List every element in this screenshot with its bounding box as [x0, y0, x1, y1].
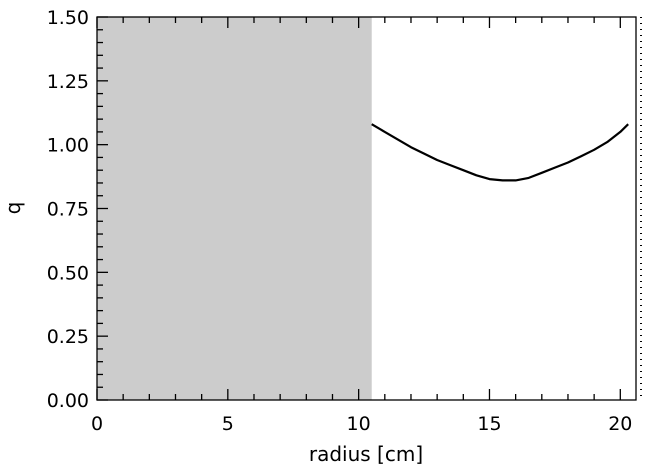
y-tick-label: 1.25 — [47, 71, 89, 93]
x-tick-label: 15 — [477, 413, 501, 435]
y-tick-label: 0.00 — [47, 390, 89, 412]
x-axis-title: radius [cm] — [309, 442, 423, 466]
y-tick-label: 1.50 — [47, 7, 89, 29]
y-axis-title: q — [1, 202, 25, 215]
x-tick-label: 0 — [91, 413, 103, 435]
y-tick-label: 0.50 — [47, 262, 89, 284]
x-tick-label: 5 — [222, 413, 234, 435]
axis-ticks — [96, 16, 621, 401]
x-tick-label: 10 — [347, 413, 371, 435]
y-tick-label: 0.75 — [47, 199, 89, 221]
series-line-q — [371, 123, 629, 182]
plot-frame — [96, 16, 637, 401]
y-tick-label: 0.25 — [47, 326, 89, 348]
x-tick-label: 20 — [608, 413, 632, 435]
y-tick-label: 1.00 — [47, 135, 89, 157]
y-tick-labels: 0.00 0.25 0.50 0.75 1.00 1.25 1.50 — [47, 7, 89, 412]
x-tick-labels: 0 5 10 15 20 — [91, 413, 632, 435]
shaded-region — [97, 17, 372, 400]
